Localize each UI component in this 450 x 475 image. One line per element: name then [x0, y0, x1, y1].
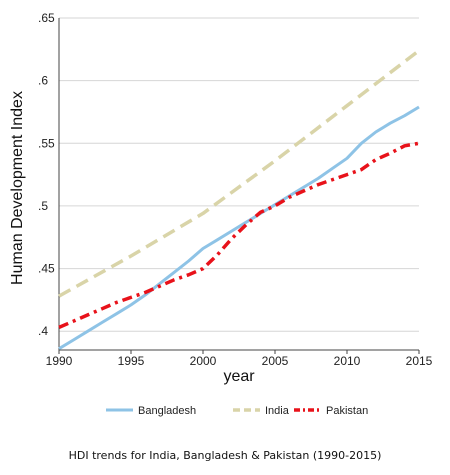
grid-lines	[59, 17, 419, 332]
x-tick-label: 2005	[262, 354, 289, 368]
legend-label-bangladesh: Bangladesh	[138, 405, 196, 417]
figure-caption: HDI trends for India, Bangladesh & Pakis…	[68, 449, 382, 462]
y-tick-label: .5	[38, 199, 48, 213]
x-tick-label: 2010	[334, 354, 361, 368]
y-tick-label: .45	[38, 262, 55, 276]
y-tick-label: .6	[38, 74, 48, 88]
x-tick-label: 1995	[118, 354, 145, 368]
legend-label-pakistan: Pakistan	[326, 405, 368, 417]
legend: Bangladesh India Pakistan	[106, 405, 368, 417]
x-tick-label: 1990	[46, 354, 73, 368]
x-axis-title: year	[223, 368, 255, 385]
x-tick-labels: 1990 1995 2000 2005 2010 2015	[46, 354, 433, 368]
series-line-india	[58, 49, 421, 298]
y-axis-title: Human Development Index	[9, 91, 26, 285]
y-tick-label: .55	[38, 136, 55, 150]
y-tick-labels: .4 .45 .5 .55 .6 .65	[38, 11, 55, 338]
series-line-pakistan	[58, 141, 420, 330]
x-tick-label: 2015	[406, 354, 433, 368]
legend-label-india: India	[265, 405, 290, 417]
series-lines	[58, 49, 421, 350]
series-line-bangladesh	[58, 105, 420, 350]
line-chart: .4 .45 .5 .55 .6 .65 1990 1995 2000 2005 2010 2015…	[9, 11, 433, 417]
x-tick-label: 2000	[190, 354, 217, 368]
y-tick-label: .4	[38, 324, 48, 338]
y-tick-label: .65	[38, 11, 55, 25]
